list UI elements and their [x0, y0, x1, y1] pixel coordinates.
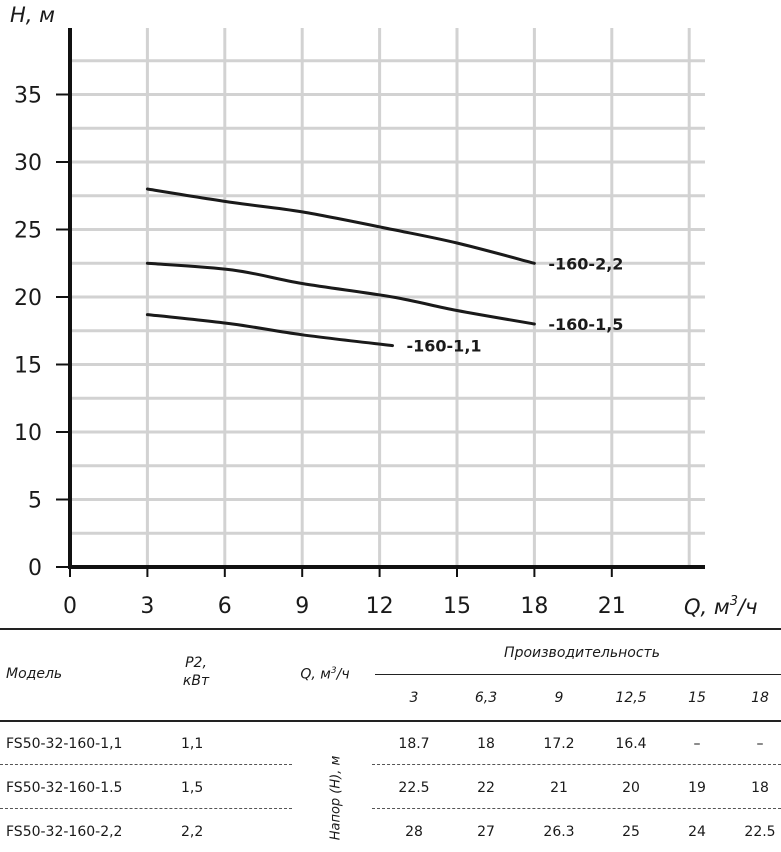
flow-header-cell: 18 — [751, 690, 769, 706]
flow-header-cell: 6,3 — [474, 690, 498, 706]
table-row-model: FS50-32-160-1,1 — [6, 736, 123, 752]
table-cell: 18.7 — [398, 736, 430, 752]
table-cell: 19 — [688, 780, 706, 796]
header-bottom-rule — [0, 720, 781, 722]
x-tick-label: 18 — [520, 594, 548, 619]
flow-header-cell: 15 — [688, 690, 706, 706]
table-top-rule — [0, 628, 781, 630]
table-row-p2: 2,2 — [181, 824, 204, 840]
table-cell: 27 — [477, 824, 495, 840]
series-label: -160-2,2 — [548, 254, 623, 273]
table-row-p2: 1,1 — [181, 736, 204, 752]
head-vertical-label: Напор (H), м — [328, 755, 344, 841]
flow-header-cell: 3 — [409, 690, 419, 706]
row-divider — [372, 808, 781, 809]
x-tick-label: 0 — [63, 594, 77, 619]
x-tick-label: 6 — [218, 594, 232, 619]
header-q: Q, м3/ч — [300, 666, 349, 683]
series-line — [145, 261, 536, 326]
table-cell: 26.3 — [543, 824, 575, 840]
x-tick-label: 3 — [140, 594, 154, 619]
flow-header-cell: 9 — [554, 690, 564, 706]
series-label: -160-1,5 — [548, 315, 623, 334]
table-row-model: FS50-32-160-2,2 — [6, 824, 123, 840]
y-tick-label: 30 — [14, 151, 42, 176]
table-cell: 17.2 — [543, 736, 575, 752]
table-row-p2: 1,5 — [181, 780, 204, 796]
flow-header-cell: 12,5 — [615, 690, 647, 706]
table-cell: 25 — [622, 824, 640, 840]
table-cell: 22.5 — [398, 780, 430, 796]
x-axis-title: Q, м3/ч — [684, 594, 758, 619]
row-divider — [372, 764, 781, 765]
x-tick-label: 15 — [443, 594, 471, 619]
table-cell: 24 — [688, 824, 706, 840]
y-tick-label: 5 — [28, 489, 42, 514]
axis-ticks: 0 5 10 15 20 25 30 35 0 3 6 9 12 15 18 21 — [14, 84, 626, 620]
series-line — [145, 313, 394, 348]
y-tick-label: 20 — [14, 286, 42, 311]
table-cell: 22 — [477, 780, 495, 796]
performance-underline — [375, 674, 781, 675]
specification-table: Модель P2, кВт Q, м3/ч Производительност… — [0, 628, 781, 852]
x-axis-title-sup: 3 — [730, 594, 738, 609]
y-tick-label: 0 — [28, 556, 42, 581]
y-tick-label: 35 — [14, 84, 42, 109]
table-cell: 21 — [550, 780, 568, 796]
header-model: Модель — [6, 666, 63, 682]
y-tick-label: 10 — [14, 421, 42, 446]
x-tick-label: 9 — [295, 594, 309, 619]
y-axis-title: H, м — [10, 3, 55, 27]
series-lines: -160-1,1 -160-1,5 -160-2,2 — [145, 187, 623, 356]
row-divider — [0, 808, 292, 809]
header-q-main: Q, м — [300, 666, 331, 683]
row-divider — [0, 764, 292, 765]
table-cell: – — [693, 736, 701, 752]
header-p2-line2: кВт — [182, 673, 210, 689]
table-cell: 16.4 — [615, 736, 647, 752]
header-performance: Производительность — [504, 645, 660, 661]
table-cell: 18 — [751, 780, 769, 796]
table-cell: 28 — [405, 824, 423, 840]
header-q-sup: 3 — [330, 666, 337, 676]
x-tick-label: 12 — [366, 594, 394, 619]
header-q-suffix: /ч — [336, 666, 350, 683]
y-tick-label: 15 — [14, 354, 42, 379]
table-cell: 20 — [622, 780, 640, 796]
x-axis-title-main: Q, м — [684, 595, 730, 619]
x-axis-title-suffix: /ч — [736, 595, 757, 619]
y-tick-label: 25 — [14, 219, 42, 244]
table-cell: – — [756, 736, 764, 752]
series-line — [145, 187, 536, 265]
series-label: -160-1,1 — [407, 337, 482, 356]
table-row-model: FS50-32-160-1.5 — [6, 780, 123, 796]
table-cell: 18 — [477, 736, 495, 752]
x-tick-label: 21 — [598, 594, 626, 619]
header-p2-line1: P2, — [185, 655, 207, 671]
table-cell: 22.5 — [744, 824, 776, 840]
